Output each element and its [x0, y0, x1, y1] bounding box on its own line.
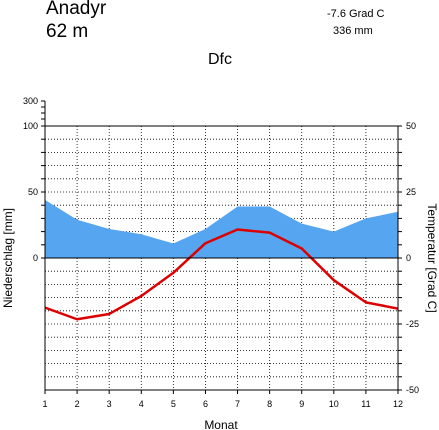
x-axis-tick-label: 11	[361, 399, 370, 409]
x-axis-tick-label: 2	[75, 399, 80, 409]
grid-layer	[45, 126, 398, 390]
left-axis-tick-label: 100	[23, 121, 38, 131]
left-axis-tick-label: 300	[23, 96, 38, 106]
right-axis-tick-label: 0	[406, 253, 411, 263]
left-axis-tick-label: 50	[28, 187, 38, 197]
x-axis-tick-label: 12	[393, 399, 403, 409]
station-elevation: 62 m	[46, 21, 89, 42]
x-axis-tick-label: 7	[235, 399, 240, 409]
x-axis-tick-label: 6	[203, 399, 208, 409]
precipitation-area	[45, 199, 398, 258]
climate-classification: Dfc	[208, 51, 232, 68]
mean-temperature: -7.6 Grad C	[327, 8, 385, 20]
x-axis-tick-label: 8	[267, 399, 272, 409]
right-axis-tick-label: -50	[406, 385, 419, 395]
right-axis-tick-label: 50	[406, 121, 416, 131]
x-axis-tick-label: 1	[42, 399, 47, 409]
axes-layer	[41, 100, 402, 394]
right-axis-title: Temperatur [Grad C]	[425, 203, 439, 312]
x-axis-tick-label: 10	[329, 399, 339, 409]
x-axis-tick-label: 9	[299, 399, 304, 409]
x-axis-tick-label: 4	[139, 399, 144, 409]
temperature-line	[44, 228, 399, 321]
x-axis-title: Monat	[204, 418, 238, 430]
station-name: Anadyr	[46, 0, 107, 19]
right-axis-tick-label: -25	[406, 319, 419, 329]
x-axis-tick-label: 3	[107, 399, 112, 409]
left-axis-title: Niederschlag [mm]	[1, 208, 15, 308]
x-axis-tick-label: 5	[171, 399, 176, 409]
right-axis-tick-label: 25	[406, 187, 416, 197]
annual-precipitation: 336 mm	[333, 25, 373, 37]
left-axis-tick-label: 0	[33, 253, 38, 263]
